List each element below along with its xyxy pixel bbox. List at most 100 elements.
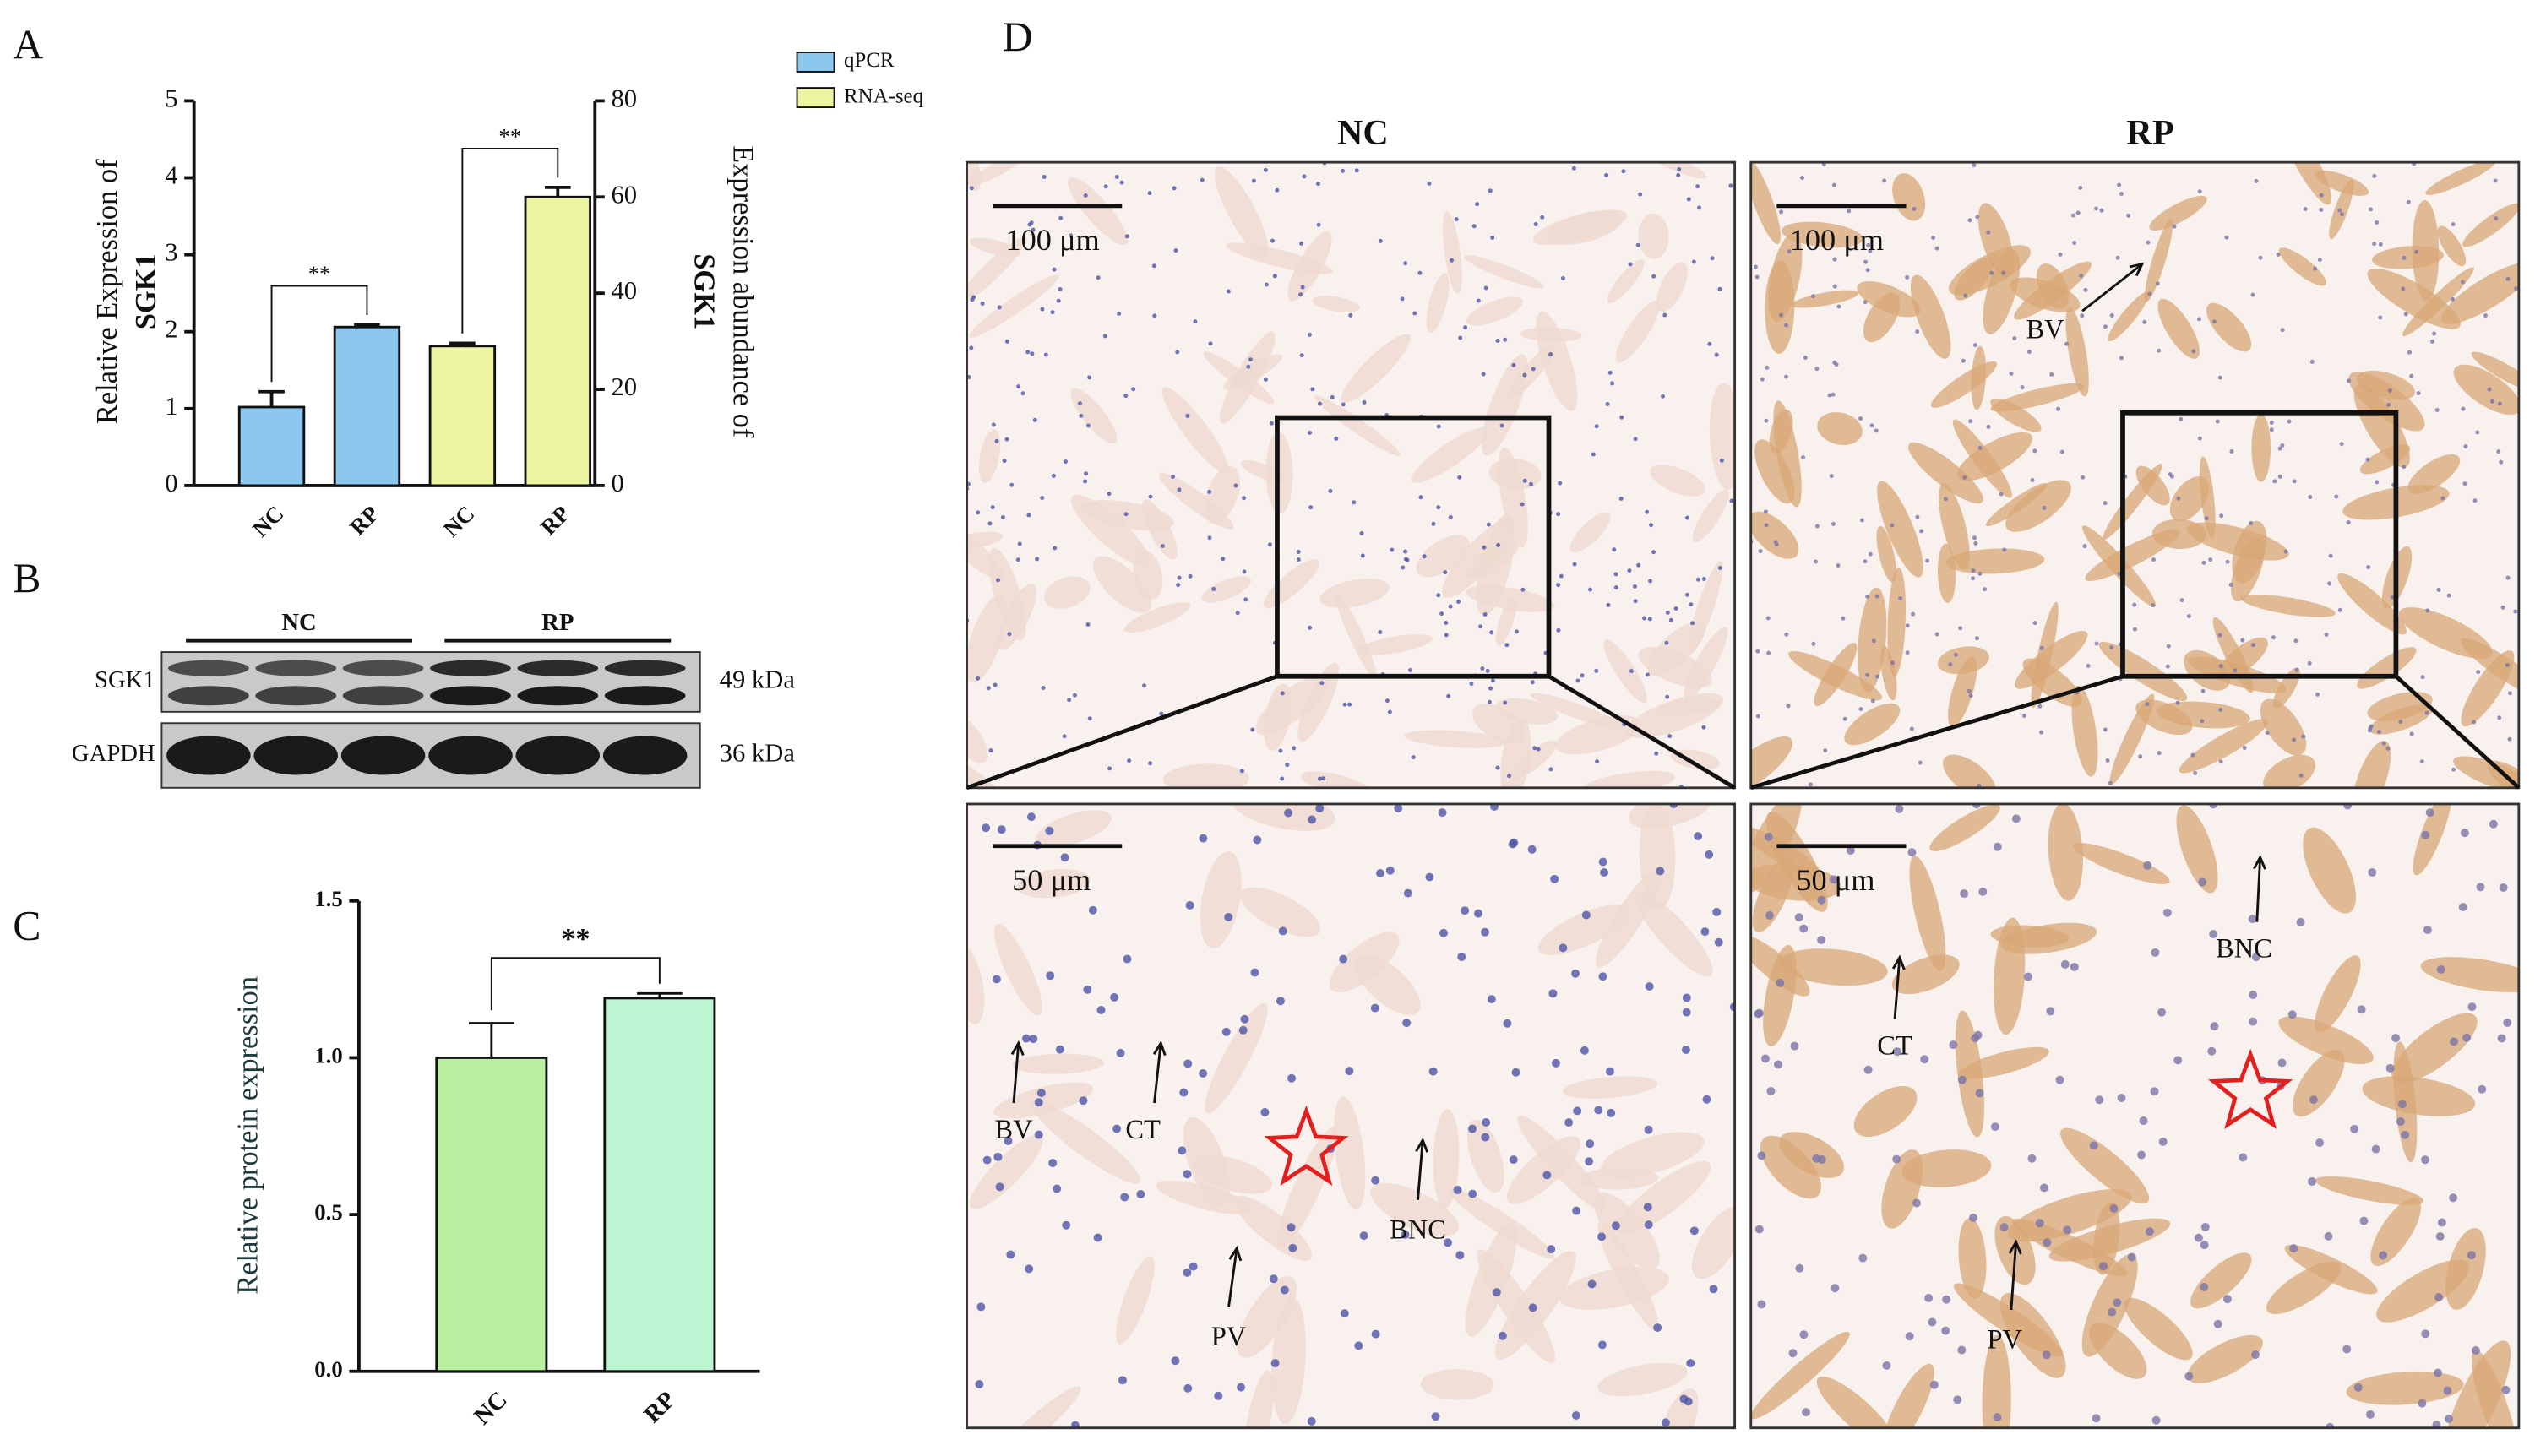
nucleus xyxy=(1882,1361,1891,1370)
tissue-strand xyxy=(2240,595,2336,617)
nucleus xyxy=(1983,587,1988,592)
nucleus xyxy=(1764,418,1769,423)
nucleus xyxy=(969,345,974,350)
nucleus xyxy=(2165,664,2170,669)
structure-label: PV xyxy=(1211,1322,1247,1352)
nucleus xyxy=(1504,643,1510,648)
nucleus xyxy=(1183,1059,1193,1068)
nucleus xyxy=(1975,1089,1984,1098)
nucleus xyxy=(1269,1274,1278,1284)
nucleus xyxy=(1685,592,1689,597)
nucleus xyxy=(971,295,976,300)
tissue-strand xyxy=(966,531,1003,551)
nucleus xyxy=(2277,474,2282,479)
star-marker xyxy=(2208,1048,2293,1130)
pointer-arrow xyxy=(1893,957,1901,1019)
nucleus xyxy=(1042,174,1047,179)
tissue-strand xyxy=(1464,255,1545,289)
nucleus xyxy=(1431,1412,1440,1421)
nucleus xyxy=(975,1380,984,1389)
bar xyxy=(333,325,401,487)
nucleus xyxy=(1571,969,1580,978)
nucleus xyxy=(1034,1098,1043,1107)
nucleus xyxy=(2132,602,2137,607)
nucleus xyxy=(1221,557,1226,562)
nucleus xyxy=(2151,603,2156,608)
nucleus xyxy=(1754,1008,1764,1018)
nucleus xyxy=(2350,1124,2359,1133)
nucleus xyxy=(1478,624,1483,629)
nucleus xyxy=(1799,1330,1809,1339)
nucleus xyxy=(1468,1189,1477,1198)
tissue-strand xyxy=(2367,692,2433,721)
nucleus xyxy=(2032,621,2037,626)
y2-label-line: Expression abundance of xyxy=(727,145,759,438)
nucleus xyxy=(1701,577,1706,582)
nucleus xyxy=(1371,1329,1380,1339)
nucleus xyxy=(2334,494,2339,499)
nucleus xyxy=(1594,424,1599,429)
nucleus xyxy=(1831,521,1836,526)
nucleus xyxy=(2093,206,2098,211)
nucleus xyxy=(1320,776,1325,781)
nucleus xyxy=(1858,1253,1868,1263)
nucleus xyxy=(1083,479,1088,484)
nucleus xyxy=(2117,1094,2126,1102)
nucleus xyxy=(1436,424,1441,429)
nucleus xyxy=(1334,436,1339,441)
nucleus xyxy=(2026,350,2032,355)
nucleus xyxy=(1764,523,1769,528)
nucleus xyxy=(2324,1231,2333,1241)
tissue-strand xyxy=(1240,887,1321,937)
tissue-strand xyxy=(1433,1108,1460,1209)
nucleus xyxy=(2175,700,2180,705)
tissue-strand xyxy=(2184,649,2231,691)
nucleus xyxy=(2298,773,2304,778)
nucleus xyxy=(1185,900,1194,910)
nucleus xyxy=(1062,734,1067,739)
nucleus xyxy=(1613,585,1618,590)
tissue-strand xyxy=(1791,290,1859,308)
significance-label: ** xyxy=(498,124,521,149)
tissue-strand xyxy=(966,945,985,1024)
nucleus xyxy=(1961,358,1966,363)
band xyxy=(428,736,513,775)
tissue-strand xyxy=(1031,1101,1141,1184)
nucleus xyxy=(2103,727,2108,732)
nucleus xyxy=(1581,910,1591,920)
tissue-texture xyxy=(1750,162,2519,788)
nucleus xyxy=(2113,1298,2122,1307)
nucleus xyxy=(1296,550,1301,555)
tissue-strand xyxy=(1901,1149,1992,1187)
nucleus xyxy=(1280,1285,1289,1295)
nucleus xyxy=(1490,235,1495,240)
nucleus xyxy=(2162,908,2172,917)
nucleus xyxy=(2435,1232,2445,1241)
nucleus xyxy=(1272,274,1277,279)
tissue-strand xyxy=(2278,247,2326,286)
nucleus xyxy=(1645,672,1650,677)
tissue-strand xyxy=(1214,166,1269,258)
nucleus xyxy=(2079,273,2084,278)
nucleus xyxy=(2239,1153,2248,1162)
nucleus xyxy=(1006,1250,1015,1259)
nucleus xyxy=(2308,494,2313,499)
nucleus xyxy=(1799,924,1809,933)
nucleus xyxy=(988,748,993,753)
tissue-strand xyxy=(2085,529,2180,582)
tissue-strand xyxy=(1880,645,1897,701)
nucleus xyxy=(2385,746,2391,751)
nucleus xyxy=(1341,168,1346,173)
tissue-strand xyxy=(1760,1135,1821,1199)
tissue-strand xyxy=(969,274,1059,338)
nucleus xyxy=(1548,989,1558,998)
nucleus xyxy=(1559,573,1564,579)
nucleus xyxy=(1495,339,1500,344)
nucleus xyxy=(2078,185,2083,190)
nucleus xyxy=(2402,255,2407,260)
nucleus xyxy=(1892,1154,1901,1164)
nucleus xyxy=(1136,1190,1145,1198)
nucleus xyxy=(1765,365,1770,370)
nucleus xyxy=(1929,1380,1939,1389)
nucleus xyxy=(1474,909,1482,918)
